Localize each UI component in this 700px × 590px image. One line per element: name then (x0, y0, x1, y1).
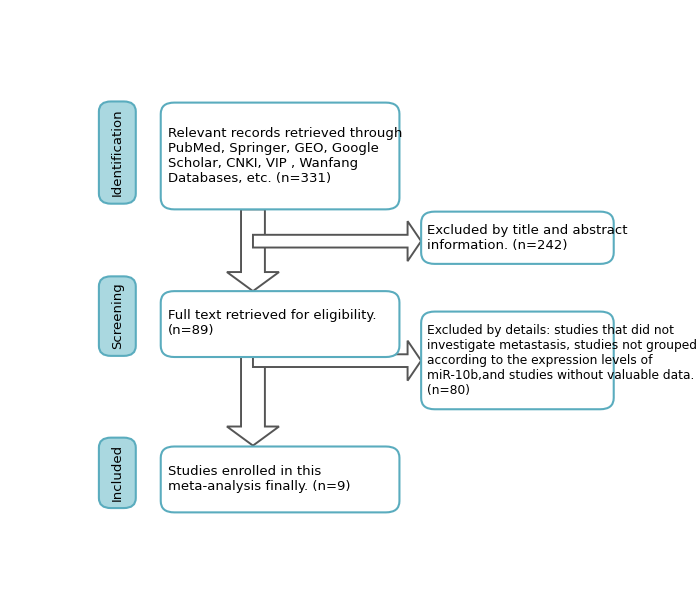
Text: Excluded by details: studies that did not
investigate metastasis, studies not gr: Excluded by details: studies that did no… (426, 324, 696, 397)
Text: Identification: Identification (111, 109, 124, 196)
Polygon shape (227, 357, 279, 445)
FancyBboxPatch shape (99, 276, 136, 356)
FancyBboxPatch shape (161, 103, 400, 209)
Polygon shape (227, 209, 279, 291)
FancyBboxPatch shape (421, 212, 614, 264)
Text: Relevant records retrieved through
PubMed, Springer, GEO, Google
Scholar, CNKI, : Relevant records retrieved through PubMe… (168, 127, 402, 185)
FancyBboxPatch shape (99, 438, 136, 508)
FancyBboxPatch shape (421, 312, 614, 409)
FancyBboxPatch shape (161, 447, 400, 512)
Polygon shape (253, 340, 421, 381)
Polygon shape (253, 221, 421, 261)
FancyBboxPatch shape (99, 101, 136, 204)
Text: Full text retrieved for eligibility.
(n=89): Full text retrieved for eligibility. (n=… (168, 309, 377, 337)
Text: Excluded by title and abstract
information. (n=242): Excluded by title and abstract informati… (426, 224, 627, 251)
FancyBboxPatch shape (161, 291, 400, 357)
Text: Included: Included (111, 444, 124, 501)
Text: Studies enrolled in this
meta-analysis finally. (n=9): Studies enrolled in this meta-analysis f… (168, 466, 350, 493)
Text: Screening: Screening (111, 283, 124, 349)
